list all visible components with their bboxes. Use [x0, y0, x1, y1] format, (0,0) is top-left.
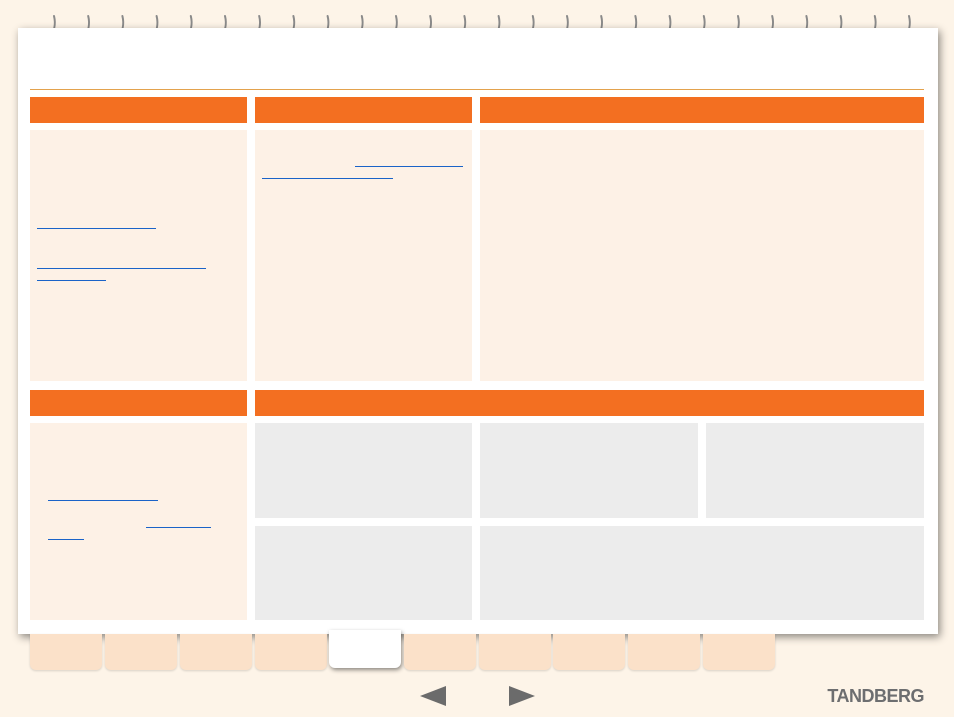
nav-tab-10[interactable] — [703, 634, 775, 670]
tandberg-logo: TANDBERG — [827, 686, 924, 706]
nav-tab-9[interactable] — [628, 634, 700, 670]
nav-tab-7[interactable] — [479, 634, 551, 670]
nav-tab-1[interactable] — [30, 634, 102, 670]
content-panel-1 — [30, 130, 247, 381]
section-header-5 — [255, 390, 924, 416]
grey-panel-5 — [480, 526, 924, 620]
grey-panel-3 — [706, 423, 924, 518]
hyperlink[interactable] — [262, 178, 393, 179]
grey-panel-2 — [480, 423, 698, 518]
content-panel-3 — [480, 130, 924, 381]
nav-tab-6[interactable] — [404, 634, 476, 670]
hyperlink[interactable] — [37, 280, 106, 281]
hyperlink[interactable] — [146, 527, 211, 528]
grey-panel-1 — [255, 423, 472, 518]
hyperlink[interactable] — [48, 539, 84, 540]
hyperlink[interactable] — [48, 500, 158, 501]
grey-panel-4 — [255, 526, 472, 620]
left-arrow-icon[interactable] — [418, 684, 448, 708]
section-header-3 — [480, 97, 924, 123]
hyperlink[interactable] — [355, 166, 463, 167]
content-panel-4 — [30, 423, 247, 620]
section-header-1 — [30, 97, 247, 123]
nav-tab-5-active[interactable] — [329, 630, 401, 668]
section-header-2 — [255, 97, 472, 123]
nav-tab-3[interactable] — [180, 634, 252, 670]
nav-tab-8[interactable] — [553, 634, 625, 670]
content-panel-2 — [255, 130, 472, 381]
hyperlink[interactable] — [37, 268, 206, 269]
hyperlink[interactable] — [37, 228, 156, 229]
section-header-4 — [30, 390, 247, 416]
right-arrow-icon[interactable] — [507, 684, 537, 708]
nav-tab-4[interactable] — [255, 634, 327, 670]
title-divider — [30, 89, 924, 90]
nav-tab-2[interactable] — [105, 634, 177, 670]
